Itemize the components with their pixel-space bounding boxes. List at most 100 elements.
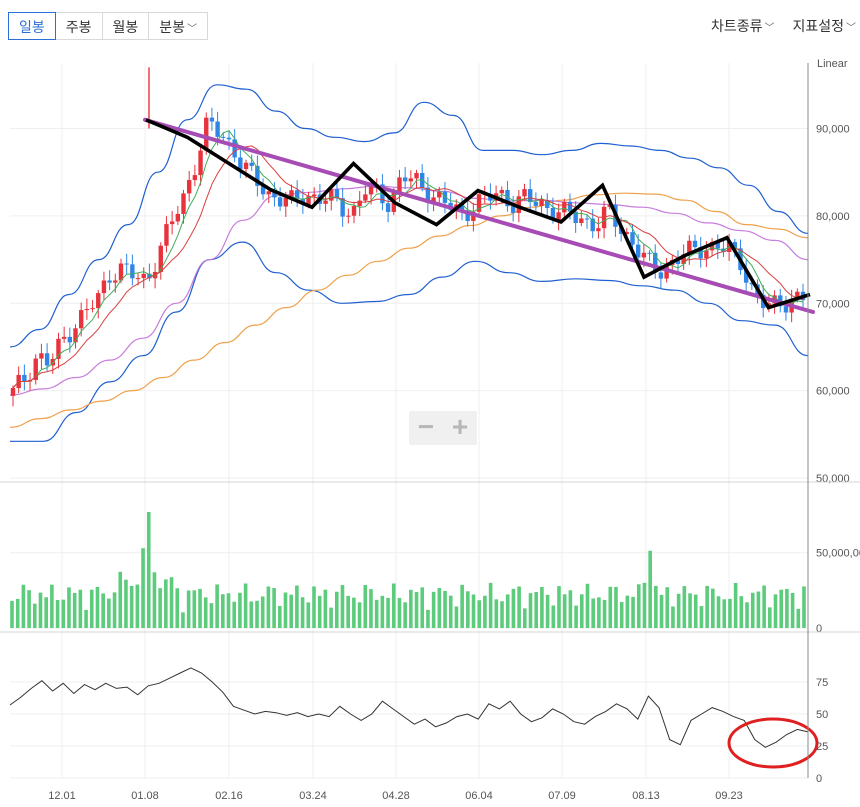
volume-bar <box>574 605 578 628</box>
candle-body <box>334 189 340 199</box>
tab-daily[interactable]: 일봉 <box>8 12 56 40</box>
candle-body <box>198 150 203 176</box>
tab-weekly[interactable]: 주봉 <box>55 12 103 40</box>
volume-bar <box>523 608 527 628</box>
candle-body <box>130 264 135 279</box>
volume-bar <box>323 589 328 628</box>
chevron-down-icon: ﹀ <box>187 24 198 35</box>
volume-tick-label: 0 <box>816 623 822 635</box>
candle-body <box>579 218 584 224</box>
volume-bar <box>585 583 590 628</box>
candle-body <box>567 201 573 212</box>
candle-body <box>653 252 658 273</box>
volume-bar <box>55 600 60 628</box>
candle-body <box>783 306 789 313</box>
candle-body <box>312 194 317 197</box>
volume-bar <box>289 594 293 628</box>
price-tick-label: 50,000 <box>816 473 850 485</box>
candle-body <box>505 189 510 207</box>
x-tick-label: 08.13 <box>632 790 660 802</box>
volume-bar <box>682 586 687 628</box>
zoom-out-button[interactable]: − <box>417 411 435 442</box>
volume-bar <box>505 594 510 628</box>
candle-body <box>215 121 220 137</box>
stock-chart[interactable]: 12.01 01.08 02.16 03.24 04.28 06.04 07.09 08.13… <box>0 50 860 807</box>
candle-body <box>562 201 567 213</box>
volume-bar <box>676 593 681 628</box>
rsi-line <box>9 667 809 748</box>
candle-body <box>681 254 686 265</box>
x-tick-label: 02.16 <box>215 790 243 802</box>
candle-body <box>516 196 522 213</box>
volume-bar <box>260 596 265 628</box>
volume-bar <box>374 599 379 628</box>
candle-body <box>323 200 328 204</box>
volume-bar <box>426 609 430 628</box>
candle-body <box>73 328 78 343</box>
candle-body <box>692 240 698 248</box>
volume-bar <box>693 594 698 628</box>
volume-bar <box>369 589 373 628</box>
volume-bar <box>688 593 692 628</box>
candle-body <box>499 189 504 194</box>
candle-body <box>630 232 635 245</box>
volume-bar <box>477 600 482 628</box>
candle-body <box>675 259 681 265</box>
candle-body <box>545 200 550 209</box>
volume-bar <box>363 585 368 628</box>
volume-bar <box>78 589 83 628</box>
volume-bar <box>711 588 715 628</box>
volume-bar <box>733 582 738 628</box>
volume-bar <box>750 592 755 628</box>
annotation-circle <box>727 717 819 769</box>
price-tick-label: 70,000 <box>816 298 850 310</box>
candle-body <box>186 180 192 194</box>
candle-body <box>704 250 709 259</box>
price-tick-label: 80,000 <box>816 211 850 223</box>
volume-bar <box>255 600 259 628</box>
volume-bar <box>511 588 516 628</box>
candle-body <box>715 241 720 249</box>
volume-bar <box>728 598 732 628</box>
moving-average-5 <box>12 129 804 389</box>
chart-type-dropdown[interactable]: 차트종류 ﹀ <box>711 12 775 40</box>
volume-bar <box>357 602 362 628</box>
zoom-in-button[interactable]: + <box>451 411 469 442</box>
candle-body <box>158 245 163 272</box>
volume-bar <box>488 582 493 628</box>
candle-body <box>141 273 146 279</box>
volume-bar <box>306 602 311 628</box>
indicator-settings-dropdown[interactable]: 지표설정 ﹀ <box>792 12 856 40</box>
volume-panel <box>10 512 806 628</box>
candle-body <box>402 177 408 182</box>
candle-body <box>437 191 442 198</box>
volume-bar <box>483 595 487 628</box>
volume-bar <box>329 607 333 628</box>
volume-bar <box>21 584 26 628</box>
candle-body <box>113 280 118 283</box>
volume-bar <box>642 582 647 628</box>
tab-minute[interactable]: 분봉 ﹀ <box>149 12 209 40</box>
volume-bar <box>215 584 219 628</box>
candle-body <box>420 172 425 188</box>
candle-body <box>79 310 84 329</box>
volume-bar <box>397 597 402 628</box>
candle-body <box>135 278 141 280</box>
volume-bar <box>437 588 442 628</box>
candle-body <box>10 388 16 396</box>
candle-body <box>283 197 289 207</box>
volume-bar <box>722 599 727 628</box>
volume-bar <box>466 591 470 628</box>
candle-body <box>306 196 311 205</box>
candle-body <box>533 202 539 206</box>
volume-bar <box>317 595 322 628</box>
volume-bar <box>101 593 105 628</box>
candle-body <box>346 215 351 217</box>
volume-bar <box>528 593 533 628</box>
volume-bar <box>107 598 111 628</box>
chevron-down-icon: ﹀ <box>846 23 856 34</box>
candle-body <box>84 308 90 311</box>
tab-monthly[interactable]: 월봉 <box>102 12 150 40</box>
volume-bar <box>545 594 550 628</box>
candle-body <box>118 263 124 281</box>
